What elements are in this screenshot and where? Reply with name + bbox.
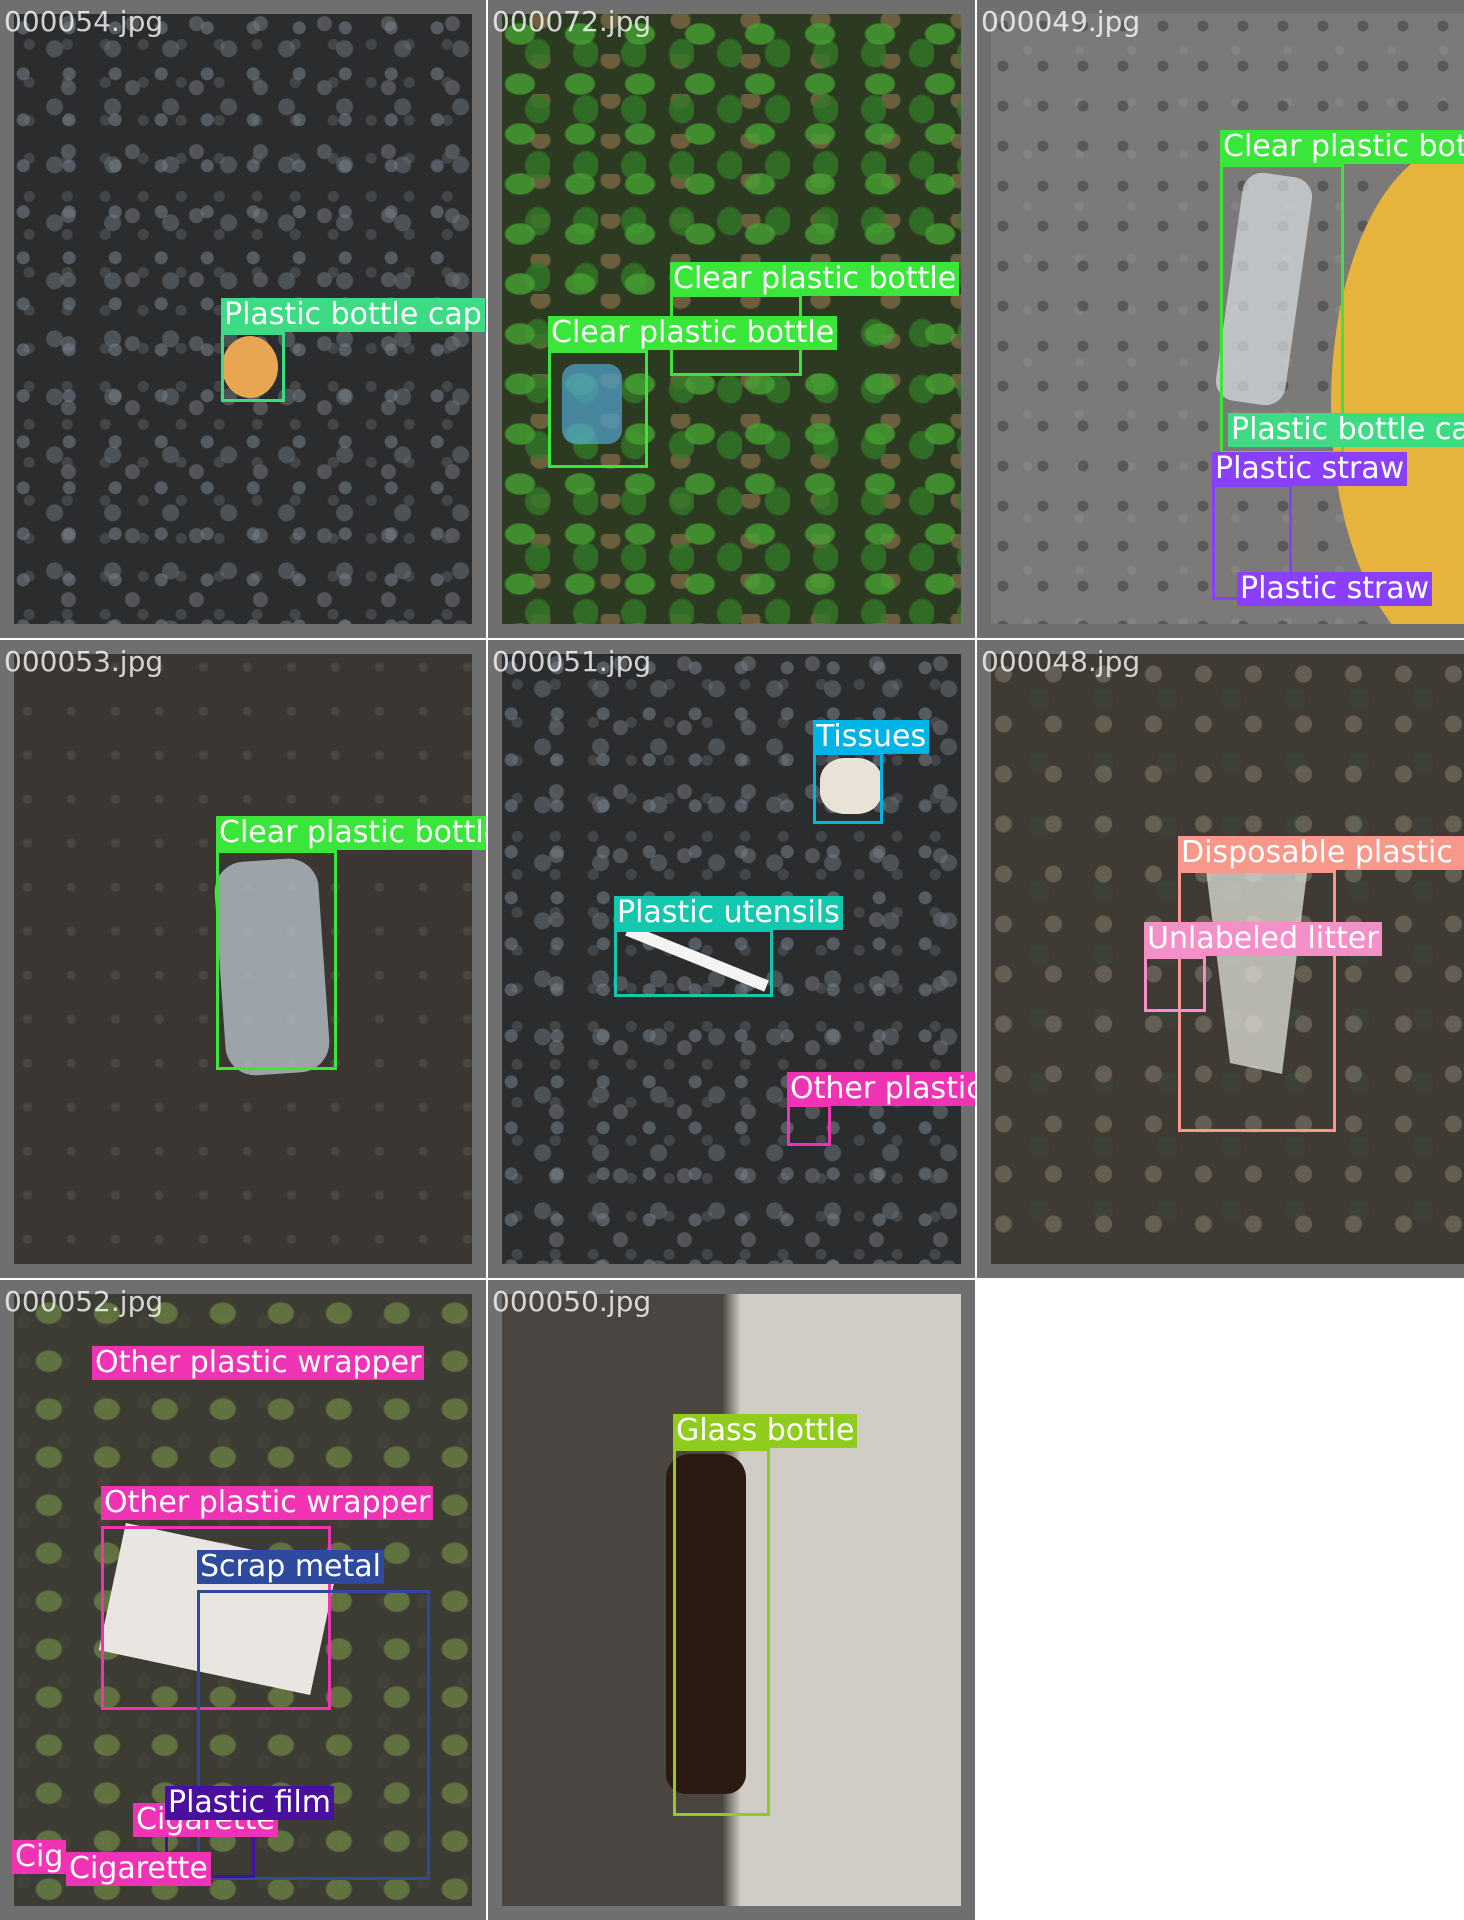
file-name: 000051.jpg [492,645,652,678]
tile-000072: 000072.jpg Clear plastic bottle Clear pl… [488,0,975,638]
label-cigarette-2: Cig [12,1840,67,1874]
tile-000053: 000053.jpg Clear plastic bottle [0,640,486,1278]
file-name: 000049.jpg [981,5,1141,38]
label-plastic-bottle-cap: Plastic bottle ca [1228,413,1464,447]
label-clear-plastic-bottle: Clear plastic bottle [216,816,486,850]
photo-000048 [991,654,1464,1264]
file-name: 000054.jpg [4,5,164,38]
bbox-clear-plastic-bottle [216,850,337,1070]
file-name: 000052.jpg [4,1285,164,1318]
bbox-plastic-utensils [614,929,773,997]
tile-000054: 000054.jpg Plastic bottle cap [0,0,486,638]
bottle-object [562,364,622,444]
photo-000053 [14,654,472,1264]
tissue-object [820,758,882,814]
photo-000050 [502,1294,961,1906]
file-name: 000053.jpg [4,645,164,678]
tile-000051: 000051.jpg Tissues Plastic utensils Othe… [488,640,975,1278]
file-name: 000048.jpg [981,645,1141,678]
label-plastic-straw-2: Plastic straw [1237,572,1433,606]
label-clear-plastic-bottle-1: Clear plastic bottle [670,262,960,296]
bbox-unlabeled-litter [1144,956,1206,1012]
label-other-plastic-wrapper-1: Other plastic wrapper [92,1346,425,1380]
photo-000049 [991,14,1464,624]
photo-000051 [502,654,961,1264]
bbox-disposable-plastic-cup [1178,870,1336,1132]
label-glass-bottle: Glass bottle [673,1414,858,1448]
label-clear-plastic-bottle-2: Clear plastic bottle [548,316,838,350]
bottle-cap-object [222,336,278,398]
bbox-clear-plastic-bottle-2 [548,350,648,468]
label-plastic-film: Plastic film [165,1786,335,1820]
yellow-object [1331,144,1464,624]
label-plastic-utensils: Plastic utensils [614,896,843,930]
bbox-plastic-bottle-cap [221,332,285,402]
tile-000052: 000052.jpg Other plastic wrapper Other p… [0,1280,486,1920]
label-unlabeled-litter: Unlabeled litter [1144,922,1382,956]
bbox-clear-plastic-bottle [1220,164,1344,454]
label-other-plastic-wrapper: Other plastic wrapper [787,1072,975,1106]
file-name: 000072.jpg [492,5,652,38]
bbox-tissues [813,752,883,824]
tile-000050: 000050.jpg Glass bottle [488,1280,975,1920]
label-scrap-metal: Scrap metal [197,1550,384,1584]
label-clear-plastic-bottle: Clear plastic bott [1220,130,1464,164]
label-disposable-plastic-cup: Disposable plastic c [1178,836,1464,870]
tile-000049: 000049.jpg Clear plastic bott Plastic bo… [977,0,1464,638]
label-cigarette-3: Cigarette [66,1852,211,1886]
glass-bottle-object [666,1454,746,1794]
file-name: 000050.jpg [492,1285,652,1318]
bbox-glass-bottle [673,1448,770,1816]
bbox-other-plastic-wrapper [787,1104,831,1146]
bbox-scrap-metal [197,1590,430,1880]
tile-000048: 000048.jpg Disposable plastic c Unlabele… [977,640,1464,1278]
label-plastic-straw-1: Plastic straw [1212,452,1408,486]
bbox-other-plastic-wrapper-2 [101,1526,331,1710]
label-plastic-bottle-cap: Plastic bottle cap [221,298,485,332]
label-tissues: Tissues [813,720,930,754]
label-other-plastic-wrapper-2: Other plastic wrapper [101,1486,434,1520]
